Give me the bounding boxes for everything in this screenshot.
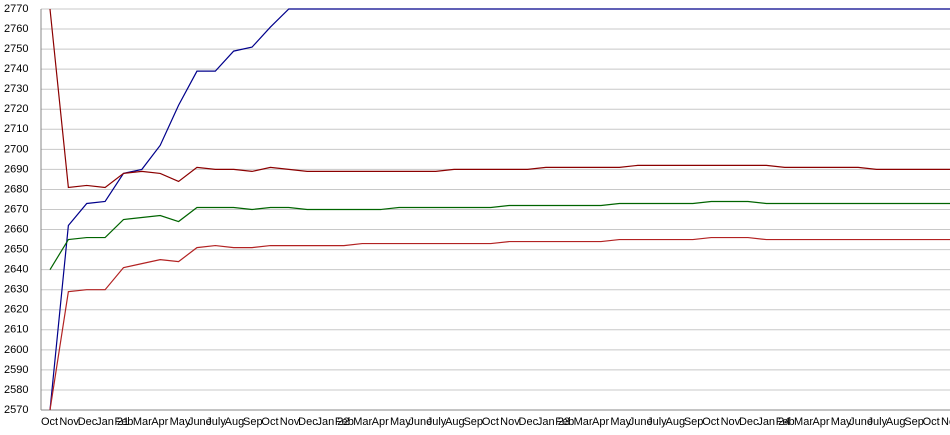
x-tick-label: June	[849, 416, 873, 428]
y-tick-label: 2690	[4, 163, 28, 175]
x-tick-label: Aug	[665, 416, 685, 428]
x-tick-label: Jan 22	[317, 416, 350, 428]
x-tick-label: May	[390, 416, 411, 428]
x-tick-label: Oct	[702, 416, 719, 428]
x-tick-label: Sep	[684, 416, 704, 428]
x-tick-label: Oct	[261, 416, 278, 428]
x-tick-label: Aug	[445, 416, 465, 428]
x-tick-label: Jan 24	[757, 416, 790, 428]
x-tick-label: Jan 21	[96, 416, 129, 428]
y-tick-label: 2600	[4, 344, 28, 356]
x-tick-label: May	[170, 416, 191, 428]
x-tick-label: Apr	[812, 416, 829, 428]
x-tick-label: May	[831, 416, 852, 428]
x-tick-label: Feb	[776, 416, 795, 428]
y-tick-label: 2700	[4, 143, 28, 155]
x-tick-label: Nov	[59, 416, 79, 428]
y-tick-label: 2570	[4, 404, 28, 416]
y-tick-label: 2620	[4, 304, 28, 316]
x-tick-label: Aug	[225, 416, 245, 428]
series-line	[49, 8, 950, 189]
x-tick-label: Nov	[280, 416, 300, 428]
y-tick-label: 2680	[4, 183, 28, 195]
x-tick-label: June	[408, 416, 432, 428]
x-tick-label: Nov	[941, 416, 950, 428]
y-tick-label: 2640	[4, 264, 28, 276]
series-line	[49, 200, 950, 270]
y-tick-label: 2610	[4, 324, 28, 336]
x-tick-label: Sep	[243, 416, 263, 428]
x-tick-label: Oct	[41, 416, 58, 428]
x-tick-label: Feb	[335, 416, 354, 428]
y-tick-label: 2590	[4, 364, 28, 376]
y-tick-label: 2660	[4, 223, 28, 235]
x-tick-label: May	[610, 416, 631, 428]
x-tick-label: Nov	[500, 416, 520, 428]
x-tick-label: Mar	[574, 416, 593, 428]
x-tick-label: July	[647, 416, 667, 428]
x-tick-label: Apr	[151, 416, 168, 428]
x-tick-label: July	[868, 416, 888, 428]
series-line	[49, 8, 950, 411]
y-tick-label: 2670	[4, 203, 28, 215]
y-tick-label: 2750	[4, 43, 28, 55]
y-tick-label: 2770	[4, 3, 28, 15]
x-tick-label: Feb	[114, 416, 133, 428]
y-tick-label: 2710	[4, 123, 28, 135]
x-tick-label: Mar	[353, 416, 372, 428]
x-tick-label: Mar	[133, 416, 152, 428]
x-tick-label: Dec	[519, 416, 539, 428]
x-tick-label: Oct	[482, 416, 499, 428]
x-tick-label: Apr	[592, 416, 609, 428]
y-tick-label: 2730	[4, 83, 28, 95]
x-tick-label: Dec	[739, 416, 759, 428]
x-tick-label: June	[188, 416, 212, 428]
x-tick-label: Dec	[298, 416, 318, 428]
x-tick-label: Dec	[78, 416, 98, 428]
x-tick-label: July	[206, 416, 226, 428]
x-tick-label: Mar	[794, 416, 813, 428]
x-tick-label: Aug	[886, 416, 906, 428]
x-tick-label: Feb	[555, 416, 574, 428]
series-line	[49, 236, 950, 411]
x-tick-label: Jan 23	[537, 416, 570, 428]
y-tick-label: 2720	[4, 103, 28, 115]
y-tick-label: 2650	[4, 244, 28, 256]
y-tick-label: 2580	[4, 384, 28, 396]
x-tick-label: Apr	[372, 416, 389, 428]
y-tick-label: 2760	[4, 23, 28, 35]
x-tick-label: July	[427, 416, 447, 428]
x-tick-label: Oct	[923, 416, 940, 428]
y-tick-label: 2740	[4, 63, 28, 75]
x-tick-label: June	[629, 416, 653, 428]
x-tick-label: Nov	[721, 416, 741, 428]
x-tick-label: Sep	[904, 416, 924, 428]
y-tick-label: 2630	[4, 284, 28, 296]
x-tick-label: Sep	[463, 416, 483, 428]
